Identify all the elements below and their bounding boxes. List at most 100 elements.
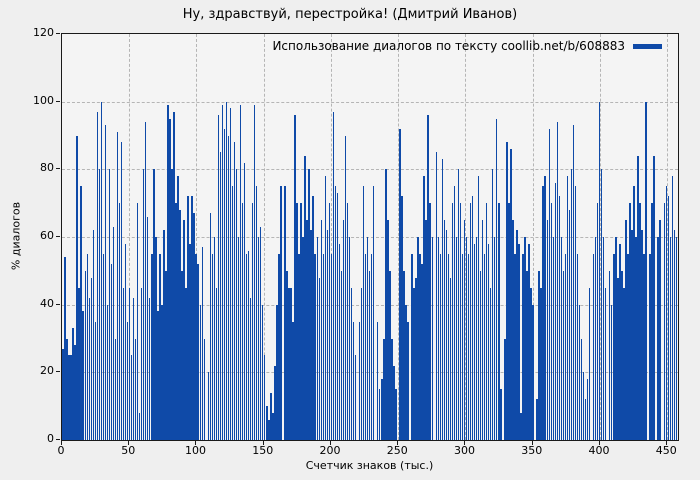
impulse-bar [161, 304, 163, 440]
impulse-bar [346, 203, 349, 440]
impulse-bar [229, 108, 232, 440]
impulse-bar [82, 311, 84, 440]
impulse-bar [671, 176, 674, 440]
impulse-bar [443, 220, 446, 440]
impulse-bar [536, 399, 538, 440]
impulse-bar [308, 169, 310, 440]
impulse-bar [451, 203, 454, 440]
impulse-bar [207, 372, 209, 440]
impulse-bar [481, 220, 484, 440]
impulse-bar [231, 186, 234, 440]
x-tick-mark [61, 441, 62, 445]
impulse-bar [262, 304, 264, 440]
y-gridline [62, 169, 678, 171]
impulse-bar [413, 287, 415, 440]
impulse-bar [423, 176, 425, 440]
y-axis-label: % диалогов [9, 201, 23, 271]
impulse-bar [80, 186, 82, 440]
impulse-bar [306, 220, 308, 440]
x-tick-label: 200 [319, 444, 341, 457]
plot-area: Использование диалогов по тексту coollib… [61, 33, 679, 441]
impulse-bar [201, 247, 203, 440]
impulse-bar [415, 277, 417, 440]
impulse-bar [556, 121, 559, 440]
impulse-bar [411, 253, 413, 440]
impulse-bar [377, 321, 379, 440]
y-gridline [62, 237, 678, 238]
impulse-bar [389, 270, 391, 440]
impulse-bar [584, 399, 587, 440]
impulse-bar [173, 111, 175, 440]
impulse-bar [316, 237, 318, 440]
impulse-bar [429, 203, 431, 440]
impulse-bar [143, 169, 145, 440]
impulse-bar [348, 237, 351, 440]
impulse-bar [187, 196, 189, 440]
impulse-bar [249, 297, 252, 440]
legend-label: Использование диалогов по тексту coollib… [272, 39, 625, 53]
impulse-bar [239, 105, 242, 440]
impulse-bar [120, 142, 123, 440]
legend: Использование диалогов по тексту coollib… [272, 39, 662, 53]
impulse-bar [288, 287, 290, 440]
impulse-bar [528, 243, 530, 440]
impulse-bar [453, 186, 456, 440]
impulse-bar [302, 237, 304, 440]
impulse-bar [177, 176, 179, 440]
impulse-bar [665, 186, 667, 440]
impulse-bar [354, 355, 357, 440]
impulse-bar [370, 253, 373, 440]
impulse-bar [96, 111, 99, 440]
impulse-bar [223, 128, 226, 440]
impulse-bar [625, 220, 627, 440]
impulse-bar [619, 243, 621, 440]
impulse-bar [568, 209, 571, 440]
impulse-bar [124, 243, 127, 440]
impulse-bar [304, 155, 306, 440]
impulse-bar [611, 304, 613, 440]
impulse-bar [360, 287, 363, 440]
impulse-bar [175, 203, 177, 440]
impulse-bar [147, 216, 149, 440]
y-gridline [62, 101, 678, 103]
impulse-bar [274, 365, 276, 440]
impulse-bar [195, 253, 197, 440]
impulse-bar [140, 287, 143, 440]
x-tick-mark [598, 441, 600, 445]
impulse-bar [465, 237, 468, 440]
impulse-bar [298, 253, 300, 440]
impulse-bar [330, 253, 333, 440]
x-tick-mark [666, 441, 668, 445]
impulse-bar [62, 348, 64, 440]
impulse-bar [538, 270, 540, 440]
impulse-bar [328, 203, 331, 440]
impulse-bar [221, 105, 224, 440]
impulse-bar [617, 277, 619, 440]
impulse-bar [496, 118, 498, 440]
impulse-bar [592, 253, 595, 440]
impulse-bar [270, 392, 272, 440]
impulse-bar [276, 304, 278, 440]
impulse-bar [542, 186, 544, 440]
impulse-bar [506, 142, 508, 440]
x-tick-label: 450 [655, 444, 677, 457]
impulse-bar [211, 253, 214, 440]
impulse-bar [483, 253, 486, 440]
impulse-bar [373, 186, 375, 440]
impulse-bar [546, 220, 548, 440]
impulse-bar [294, 115, 296, 440]
impulse-bar [243, 162, 246, 440]
impulse-bar [78, 287, 80, 440]
impulse-bar [155, 237, 157, 440]
y-tick-label: 40 [40, 296, 54, 310]
impulse-bar [197, 264, 199, 440]
y-tick-mark [56, 168, 60, 170]
impulse-bar [485, 203, 488, 440]
x-tick-label: 150 [252, 444, 274, 457]
impulse-bar [84, 270, 86, 440]
impulse-bar [179, 209, 181, 440]
impulse-bar [576, 253, 579, 440]
impulse-bar [479, 270, 482, 440]
impulse-bar [524, 237, 526, 440]
